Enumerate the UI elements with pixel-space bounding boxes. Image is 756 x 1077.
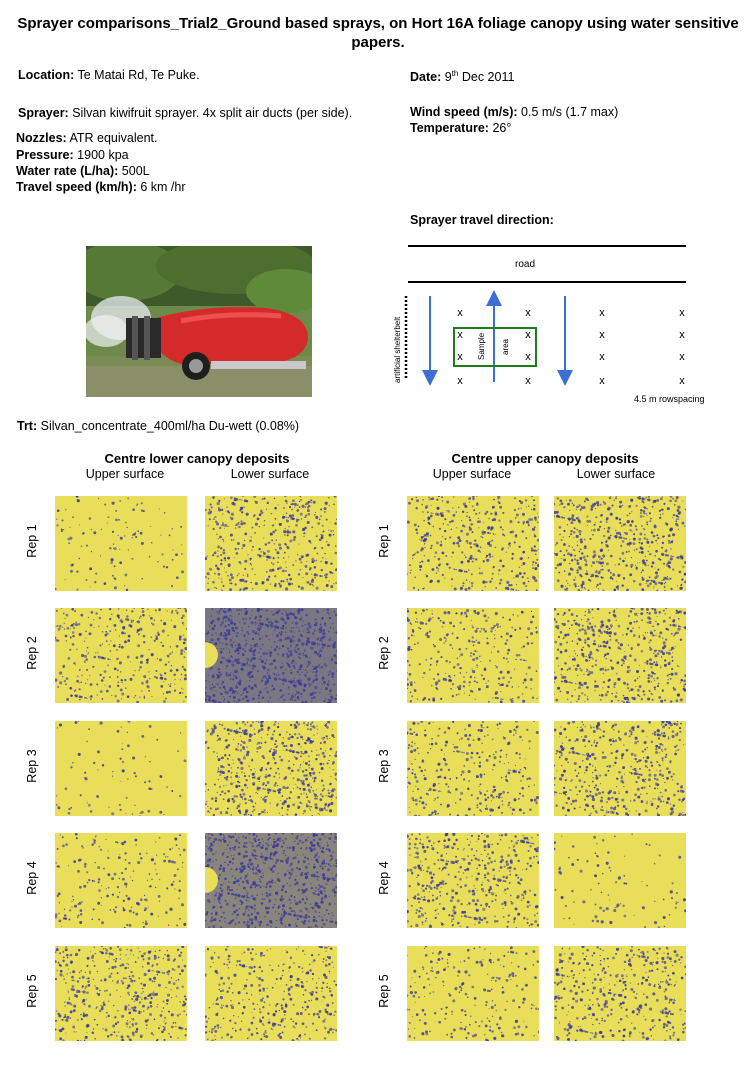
upper-canopy-lower-surface-label: Lower surface bbox=[576, 467, 656, 481]
rep-label: Rep 3 bbox=[377, 749, 391, 783]
lower-canopy-lower-surface-label: Lower surface bbox=[230, 467, 310, 481]
road-label: road bbox=[515, 259, 535, 270]
travel-speed-value: 6 km /hr bbox=[136, 180, 186, 194]
page-title: Sprayer comparisons_Trial2_Ground based … bbox=[17, 15, 739, 51]
treatment-value: Silvan_concentrate_400ml/ha Du-wett (0.0… bbox=[37, 419, 300, 433]
rep-label: Rep 1 bbox=[25, 524, 39, 558]
rep-label: Rep 4 bbox=[25, 861, 39, 895]
date-line: Date: 9th Dec 2011 bbox=[410, 66, 514, 85]
water-rate-value: 500L bbox=[118, 164, 150, 178]
nozzles-label: Nozzles: bbox=[16, 131, 67, 145]
water-sensitive-paper bbox=[55, 833, 187, 928]
nozzles-value: ATR equivalent. bbox=[66, 131, 158, 145]
water-sensitive-paper bbox=[205, 833, 337, 928]
water-sensitive-paper bbox=[205, 946, 337, 1041]
water-sensitive-paper bbox=[407, 833, 539, 928]
water-sensitive-paper bbox=[554, 721, 686, 816]
wind-value: 0.5 m/s (1.7 max) bbox=[517, 105, 619, 119]
pressure-value: 1900 kpa bbox=[73, 148, 129, 162]
water-sensitive-paper bbox=[55, 496, 187, 591]
rep-label: Rep 2 bbox=[377, 636, 391, 670]
temperature-value: 26° bbox=[488, 121, 512, 135]
tree-marker: x bbox=[525, 375, 531, 387]
tree-marker: x bbox=[457, 307, 463, 319]
area-label: area bbox=[501, 338, 510, 355]
water-sensitive-paper bbox=[205, 721, 337, 816]
travel-direction-heading: Sprayer travel direction: bbox=[410, 212, 554, 228]
tree-marker: x bbox=[679, 375, 685, 387]
water-sensitive-paper bbox=[407, 721, 539, 816]
layout-diagram-graphic: road artificial shelterbelt Sample area … bbox=[393, 245, 705, 404]
water-sensitive-paper bbox=[205, 496, 337, 591]
tree-marker: x bbox=[679, 351, 685, 363]
tree-marker: x bbox=[599, 307, 605, 319]
water-sensitive-paper bbox=[407, 496, 539, 591]
tree-marker: x bbox=[457, 351, 463, 363]
tree-marker: x bbox=[457, 375, 463, 387]
water-rate-line: Water rate (L/ha): 500L bbox=[16, 163, 150, 179]
upper-canopy-title: Centre upper canopy deposits bbox=[451, 451, 639, 466]
water-sensitive-paper bbox=[554, 833, 686, 928]
sprayer-photo bbox=[86, 246, 312, 397]
tree-marker: x bbox=[679, 329, 685, 341]
rep-label: Rep 2 bbox=[25, 636, 39, 670]
rowspacing-label: 4.5 m rowspacing bbox=[634, 394, 705, 404]
date-rest: Dec 2011 bbox=[458, 70, 515, 85]
travel-speed-line: Travel speed (km/h): 6 km /hr bbox=[16, 179, 186, 195]
rep-label: Rep 5 bbox=[377, 974, 391, 1008]
temperature-label: Temperature: bbox=[410, 121, 489, 135]
sample-label: Sample bbox=[477, 332, 486, 360]
upper-canopy-upper-surface-label: Upper surface bbox=[432, 467, 512, 481]
lower-canopy-title: Centre lower canopy deposits bbox=[104, 451, 290, 466]
location-value: Te Matai Rd, Te Puke. bbox=[74, 68, 200, 82]
sprayer-label: Sprayer: bbox=[18, 106, 69, 120]
tree-marker: x bbox=[525, 329, 531, 341]
water-sensitive-paper bbox=[554, 946, 686, 1041]
location-label: Location: bbox=[18, 68, 75, 82]
rep-label: Rep 4 bbox=[377, 861, 391, 895]
sprayer-photo-graphic bbox=[86, 246, 312, 397]
sample-area-box bbox=[453, 327, 537, 367]
rep-label: Rep 5 bbox=[25, 974, 39, 1008]
water-sensitive-paper bbox=[407, 608, 539, 703]
tree-marker: x bbox=[679, 307, 685, 319]
shelterbelt-label: artificial shelterbelt bbox=[393, 316, 402, 383]
water-sensitive-paper bbox=[205, 608, 337, 703]
date-suffix: th bbox=[451, 69, 459, 78]
layout-diagram: road artificial shelterbelt Sample area … bbox=[380, 240, 730, 410]
rep-label: Rep 1 bbox=[377, 524, 391, 558]
travel-direction-label: Sprayer travel direction: bbox=[410, 213, 554, 227]
location-line: Location: Te Matai Rd, Te Puke. bbox=[18, 67, 200, 83]
tree-marker: x bbox=[599, 329, 605, 341]
pressure-label: Pressure: bbox=[16, 148, 74, 162]
date-label: Date: bbox=[410, 70, 442, 85]
treatment-label: Trt: bbox=[17, 419, 38, 433]
water-sensitive-paper bbox=[55, 721, 187, 816]
wind-label: Wind speed (m/s): bbox=[410, 105, 518, 119]
water-sensitive-paper bbox=[554, 608, 686, 703]
water-sensitive-paper bbox=[554, 496, 686, 591]
tree-marker: x bbox=[525, 307, 531, 319]
lower-canopy-upper-surface-label: Upper surface bbox=[85, 467, 165, 481]
water-sensitive-paper bbox=[407, 946, 539, 1041]
wind-line: Wind speed (m/s): 0.5 m/s (1.7 max) bbox=[410, 104, 618, 120]
temperature-line: Temperature: 26° bbox=[410, 120, 511, 136]
water-sensitive-paper bbox=[55, 946, 187, 1041]
rep-label: Rep 3 bbox=[25, 749, 39, 783]
water-rate-label: Water rate (L/ha): bbox=[16, 164, 119, 178]
sprayer-line: Sprayer: Silvan kiwifruit sprayer. 4x sp… bbox=[18, 105, 352, 121]
tree-marker: x bbox=[599, 375, 605, 387]
pressure-line: Pressure: 1900 kpa bbox=[16, 147, 129, 163]
treatment-line: Trt: Silvan_concentrate_400ml/ha Du-wett… bbox=[17, 418, 299, 434]
tree-marker: x bbox=[457, 329, 463, 341]
nozzles-line: Nozzles: ATR equivalent. bbox=[16, 130, 158, 146]
date-day: 9 bbox=[441, 70, 452, 85]
tree-marker: x bbox=[525, 351, 531, 363]
sprayer-value: Silvan kiwifruit sprayer. 4x split air d… bbox=[68, 106, 353, 120]
tree-marker: x bbox=[599, 351, 605, 363]
water-sensitive-paper bbox=[55, 608, 187, 703]
travel-speed-label: Travel speed (km/h): bbox=[16, 180, 137, 194]
